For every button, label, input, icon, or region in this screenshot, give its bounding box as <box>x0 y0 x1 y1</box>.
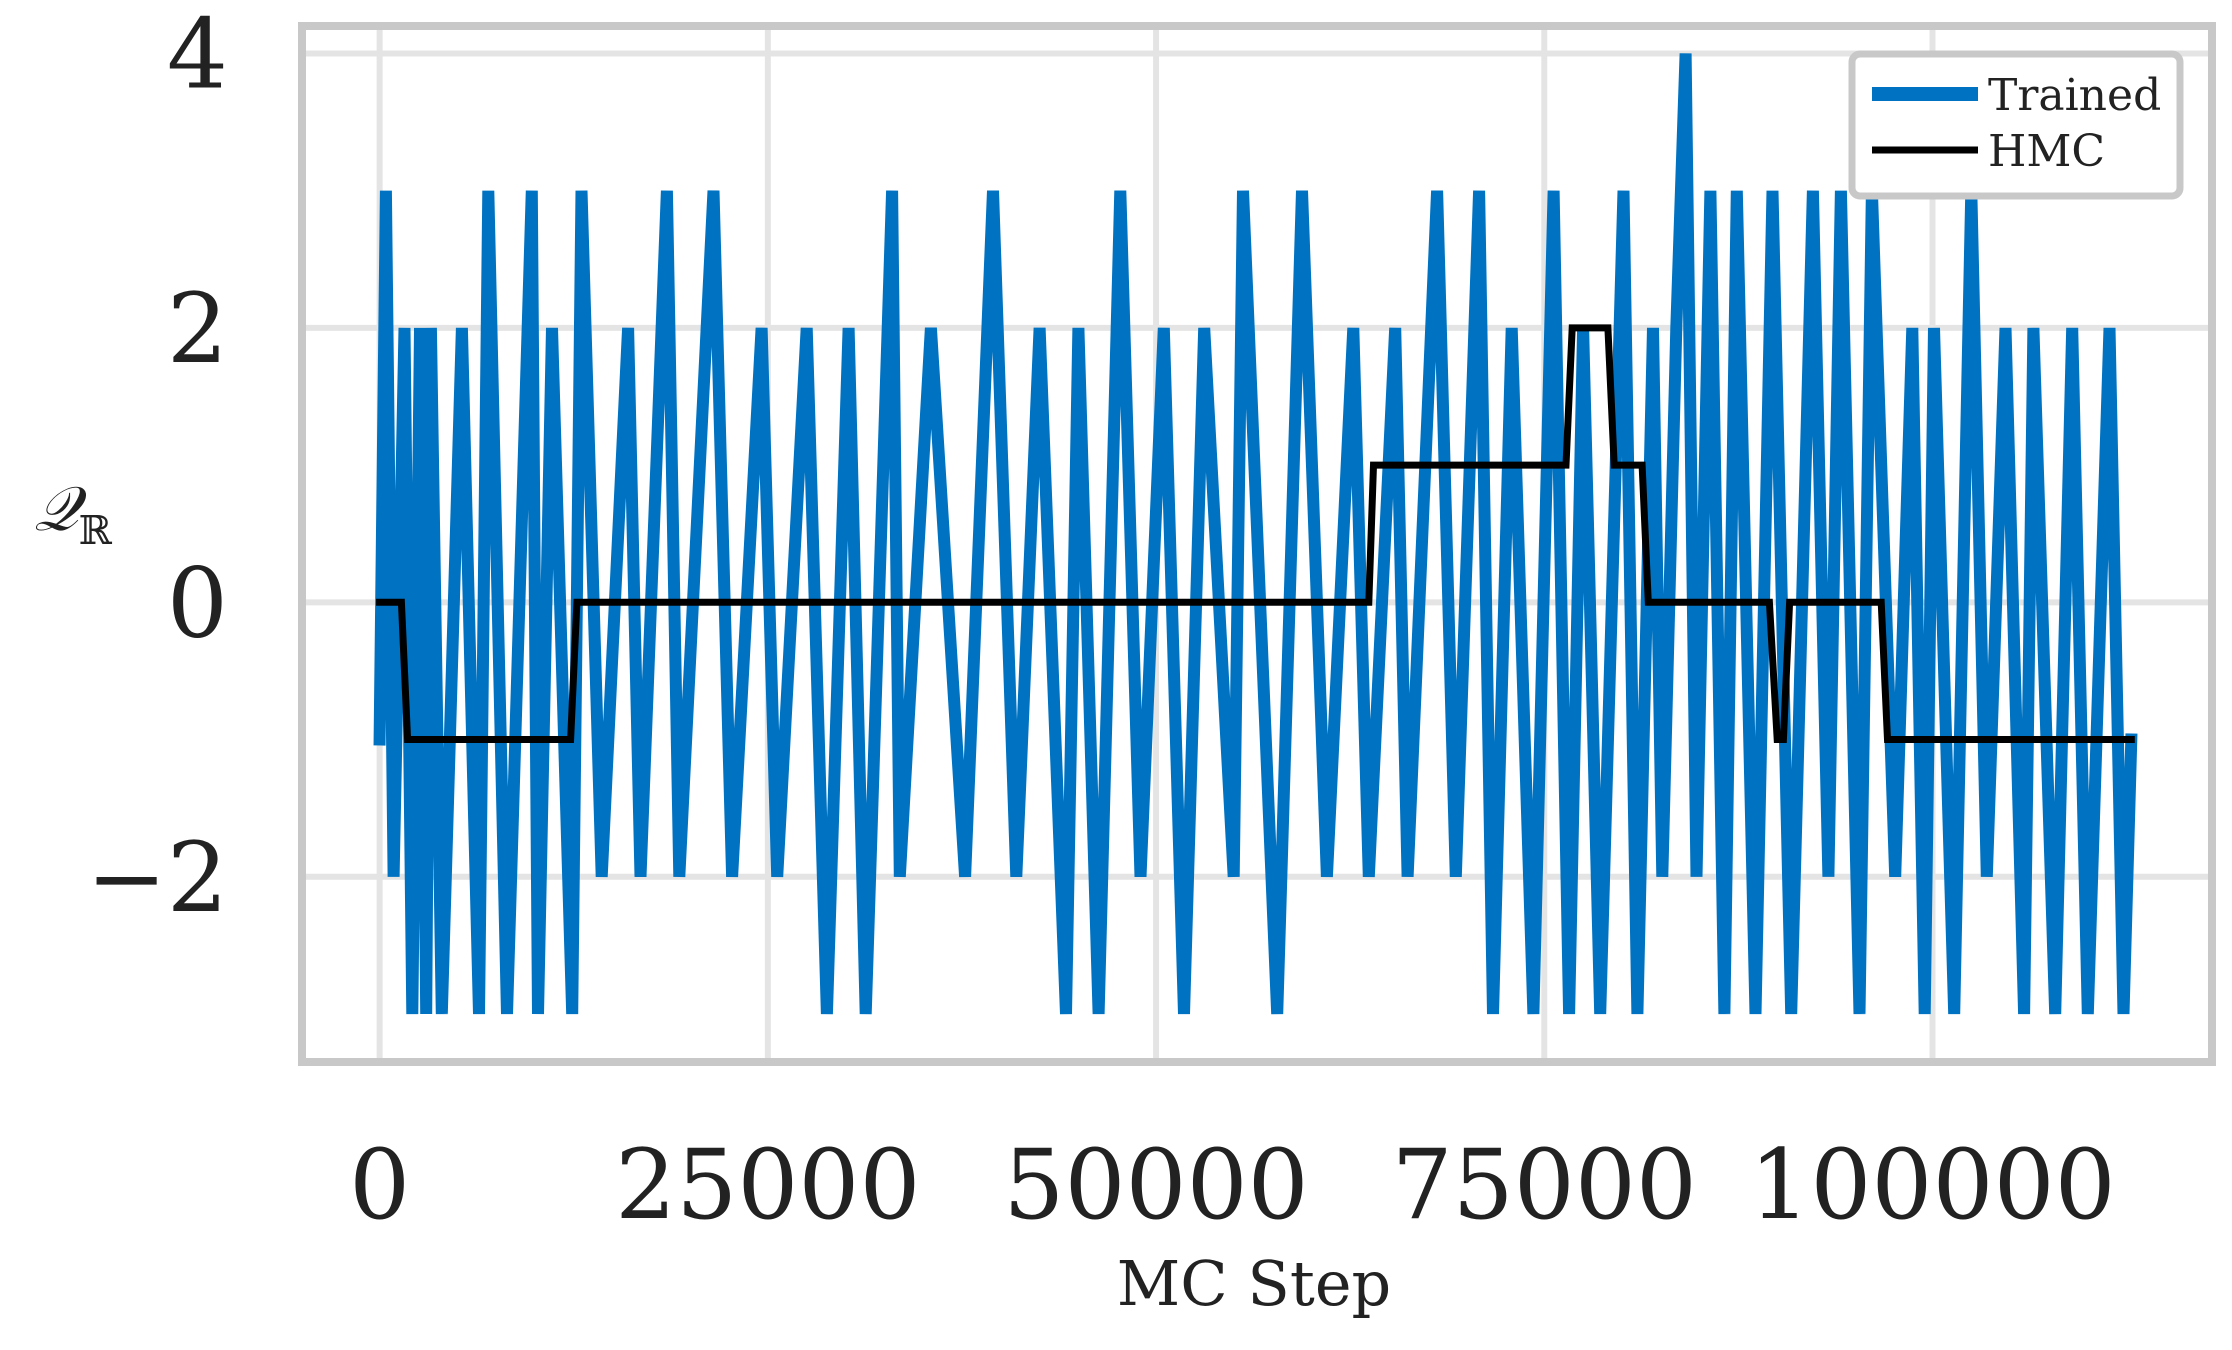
y-tick-label: 0 <box>167 547 228 659</box>
y-axis-label: 𝒬ℝ <box>34 472 113 554</box>
legend-label-trained: Trained <box>1988 70 2161 121</box>
legend: Trained HMC <box>1848 50 2184 200</box>
series-layer <box>373 53 2138 1015</box>
x-axis-label: MC Step <box>1117 1247 1391 1320</box>
legend-label-hmc: HMC <box>1988 126 2105 177</box>
y-tick-label: 4 <box>167 0 228 110</box>
x-tick-label: 100000 <box>1749 1129 2115 1241</box>
series-line-hmc <box>376 324 2135 743</box>
x-tick-labels: 0 25000 50000 75000 100000 <box>349 1129 2116 1241</box>
x-tick-label: 50000 <box>1003 1129 1308 1241</box>
x-tick-label: 75000 <box>1392 1129 1697 1241</box>
y-tick-labels: −2 0 2 4 <box>86 0 228 934</box>
x-tick-label: 25000 <box>615 1129 920 1241</box>
y-axis-label-symbol: 𝒬 <box>34 472 87 545</box>
x-tick-label: 0 <box>349 1129 410 1241</box>
y-axis-label-subscript: ℝ <box>79 508 113 554</box>
y-tick-label: −2 <box>86 822 228 934</box>
plot-frame <box>298 22 2216 1066</box>
y-tick-label: 2 <box>167 273 228 385</box>
series-line-trained <box>373 53 2138 1015</box>
